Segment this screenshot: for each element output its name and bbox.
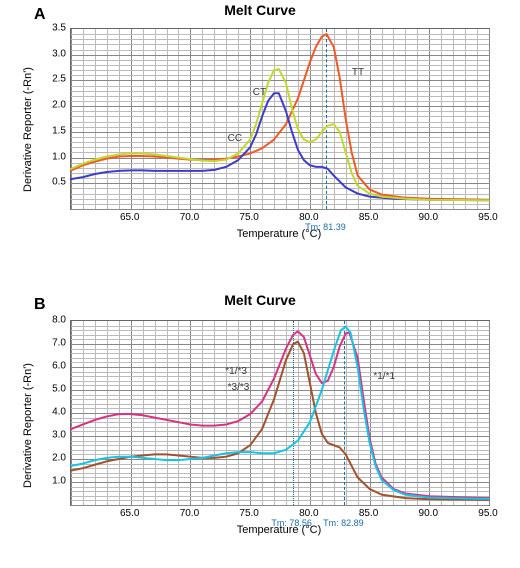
y-tick-label: 1.0 [36,151,66,162]
x-tick-label: 75.0 [239,508,258,519]
x-tick-label: 85.0 [359,212,378,223]
y-tick-label: 7.0 [36,337,66,348]
series-annotation: CT [253,87,266,98]
x-tick-label: 70.0 [180,508,199,519]
x-tick-label: 90.0 [419,212,438,223]
tm-marker-label: Tm: 82.89 [323,518,364,528]
x-axis-label: Temperature (°C) [70,228,488,240]
gridline-vertical [489,29,490,209]
curves-svg [71,29,489,209]
figure: AMelt Curve65.070.075.080.085.090.095.00… [0,0,520,568]
y-axis-label: Derivative Reporter (-Rn') [22,67,34,192]
series-CC [71,69,489,200]
y-tick-label: 4.0 [36,406,66,417]
plot-area [70,28,490,210]
chart-title: Melt Curve [0,292,520,308]
series-*1/*1 [71,327,489,499]
plot-area [70,320,490,506]
y-tick-label: 2.0 [36,100,66,111]
y-tick-label: 2.0 [36,452,66,463]
y-tick-label: 2.5 [36,74,66,85]
x-tick-label: 95.0 [478,508,497,519]
series-annotation: *1/*1 [373,371,395,382]
series-annotation: *1/*3 [225,366,247,377]
series-annotation: TT [352,67,364,78]
chart-title: Melt Curve [0,2,520,18]
y-tick-label: 0.5 [36,177,66,188]
gridline-horizontal [71,505,489,506]
x-tick-label: 95.0 [478,212,497,223]
series-CT [71,93,489,200]
tm-marker-label: Tm: 78.56 [271,518,312,528]
gridline-horizontal [71,209,489,210]
series-annotation: CC [228,133,242,144]
x-tick-label: 75.0 [239,212,258,223]
y-tick-label: 3.0 [36,48,66,59]
y-tick-label: 5.0 [36,383,66,394]
series-TT [71,34,489,200]
x-tick-label: 90.0 [419,508,438,519]
y-tick-label: 1.5 [36,125,66,136]
y-tick-label: 3.5 [36,22,66,33]
series-annotation: *3/*3 [228,382,250,393]
tm-marker-label: Tm: 81.39 [305,222,346,232]
x-tick-label: 70.0 [180,212,199,223]
x-tick-label: 65.0 [120,212,139,223]
series-*1/*3 [71,331,489,498]
y-tick-label: 8.0 [36,314,66,325]
x-tick-label: 65.0 [120,508,139,519]
y-tick-label: 1.0 [36,475,66,486]
y-tick-label: 6.0 [36,360,66,371]
y-tick-label: 3.0 [36,429,66,440]
y-axis-label: Derivative Reporter (-Rn') [22,363,34,488]
gridline-vertical [489,321,490,505]
curves-svg [71,321,489,505]
